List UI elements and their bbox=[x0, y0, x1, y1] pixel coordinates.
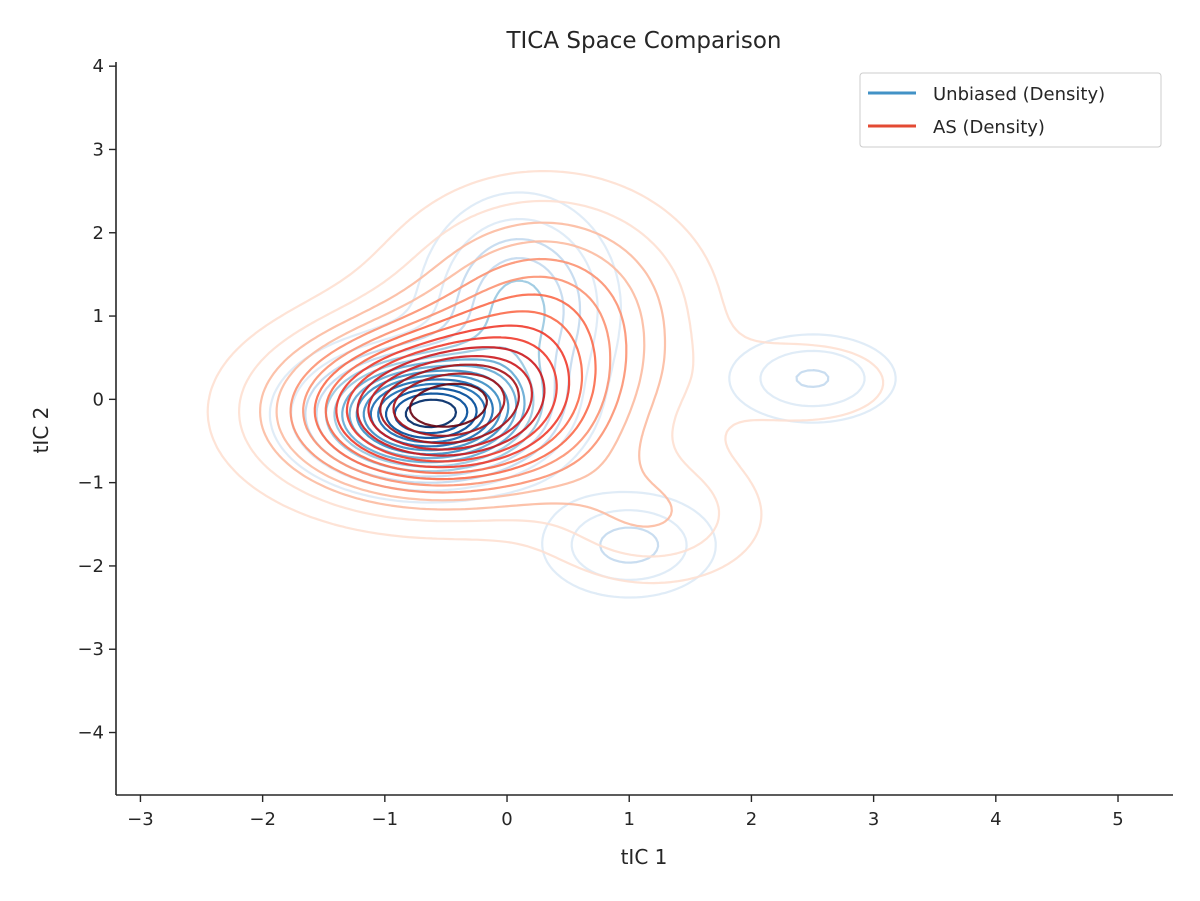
x-tick-label: 5 bbox=[1112, 809, 1123, 830]
as-contour-line bbox=[356, 346, 546, 457]
legend: Unbiased (Density) AS (Density) bbox=[859, 72, 1162, 148]
x-tick-label: −3 bbox=[127, 809, 154, 830]
y-tick-label: 4 bbox=[93, 56, 104, 77]
y-tick-label: −2 bbox=[77, 556, 104, 577]
y-tick-label: 0 bbox=[93, 389, 104, 410]
y-tick-label: −4 bbox=[77, 723, 104, 744]
x-tick-label: −1 bbox=[372, 809, 399, 830]
y-tick-label: −1 bbox=[77, 473, 104, 494]
axes: −3 −2 −1 0 1 2 3 4 5 −4 −3 −2 −1 0 1 2 3 4 bbox=[77, 56, 1173, 830]
as-contour-line bbox=[408, 382, 488, 428]
unbiased-contour-line bbox=[404, 398, 458, 429]
y-tick-label: 1 bbox=[93, 306, 104, 327]
unbiased-contour-line bbox=[268, 191, 897, 599]
y-tick-label: 2 bbox=[93, 223, 104, 244]
y-axis-label: tIC 2 bbox=[29, 407, 53, 454]
unbiased-contour-line bbox=[362, 374, 502, 452]
x-tick-label: −2 bbox=[249, 809, 276, 830]
legend-box bbox=[859, 72, 1162, 148]
chart-title: TICA Space Comparison bbox=[505, 28, 781, 54]
x-tick-label: 1 bbox=[623, 809, 634, 830]
as-contour-line bbox=[259, 221, 673, 528]
as-contour-line bbox=[275, 240, 646, 502]
as-contour-line bbox=[367, 355, 533, 451]
as-contour-line bbox=[302, 275, 612, 487]
x-tick-label: 2 bbox=[746, 809, 757, 830]
as-contour-line bbox=[392, 372, 506, 437]
y-tick-label: 3 bbox=[93, 139, 104, 160]
x-axis-label: tIC 1 bbox=[621, 845, 668, 869]
x-tick-label: 3 bbox=[868, 809, 879, 830]
as-contour-line bbox=[238, 199, 721, 558]
y-tick-label: −3 bbox=[77, 639, 104, 660]
as-contour-line bbox=[324, 310, 584, 475]
legend-label-unbiased: Unbiased (Density) bbox=[933, 84, 1105, 105]
as-contour-line bbox=[313, 293, 597, 481]
plot-area bbox=[206, 170, 897, 599]
legend-label-as: AS (Density) bbox=[933, 117, 1045, 138]
as-contour-line bbox=[335, 324, 571, 469]
as-contour-line bbox=[379, 363, 520, 445]
x-tick-label: 0 bbox=[501, 809, 512, 830]
as-contour-line bbox=[345, 336, 558, 463]
as-contour-line bbox=[289, 257, 628, 494]
as-contour-line bbox=[206, 170, 885, 585]
x-tick-label: 4 bbox=[990, 809, 1001, 830]
